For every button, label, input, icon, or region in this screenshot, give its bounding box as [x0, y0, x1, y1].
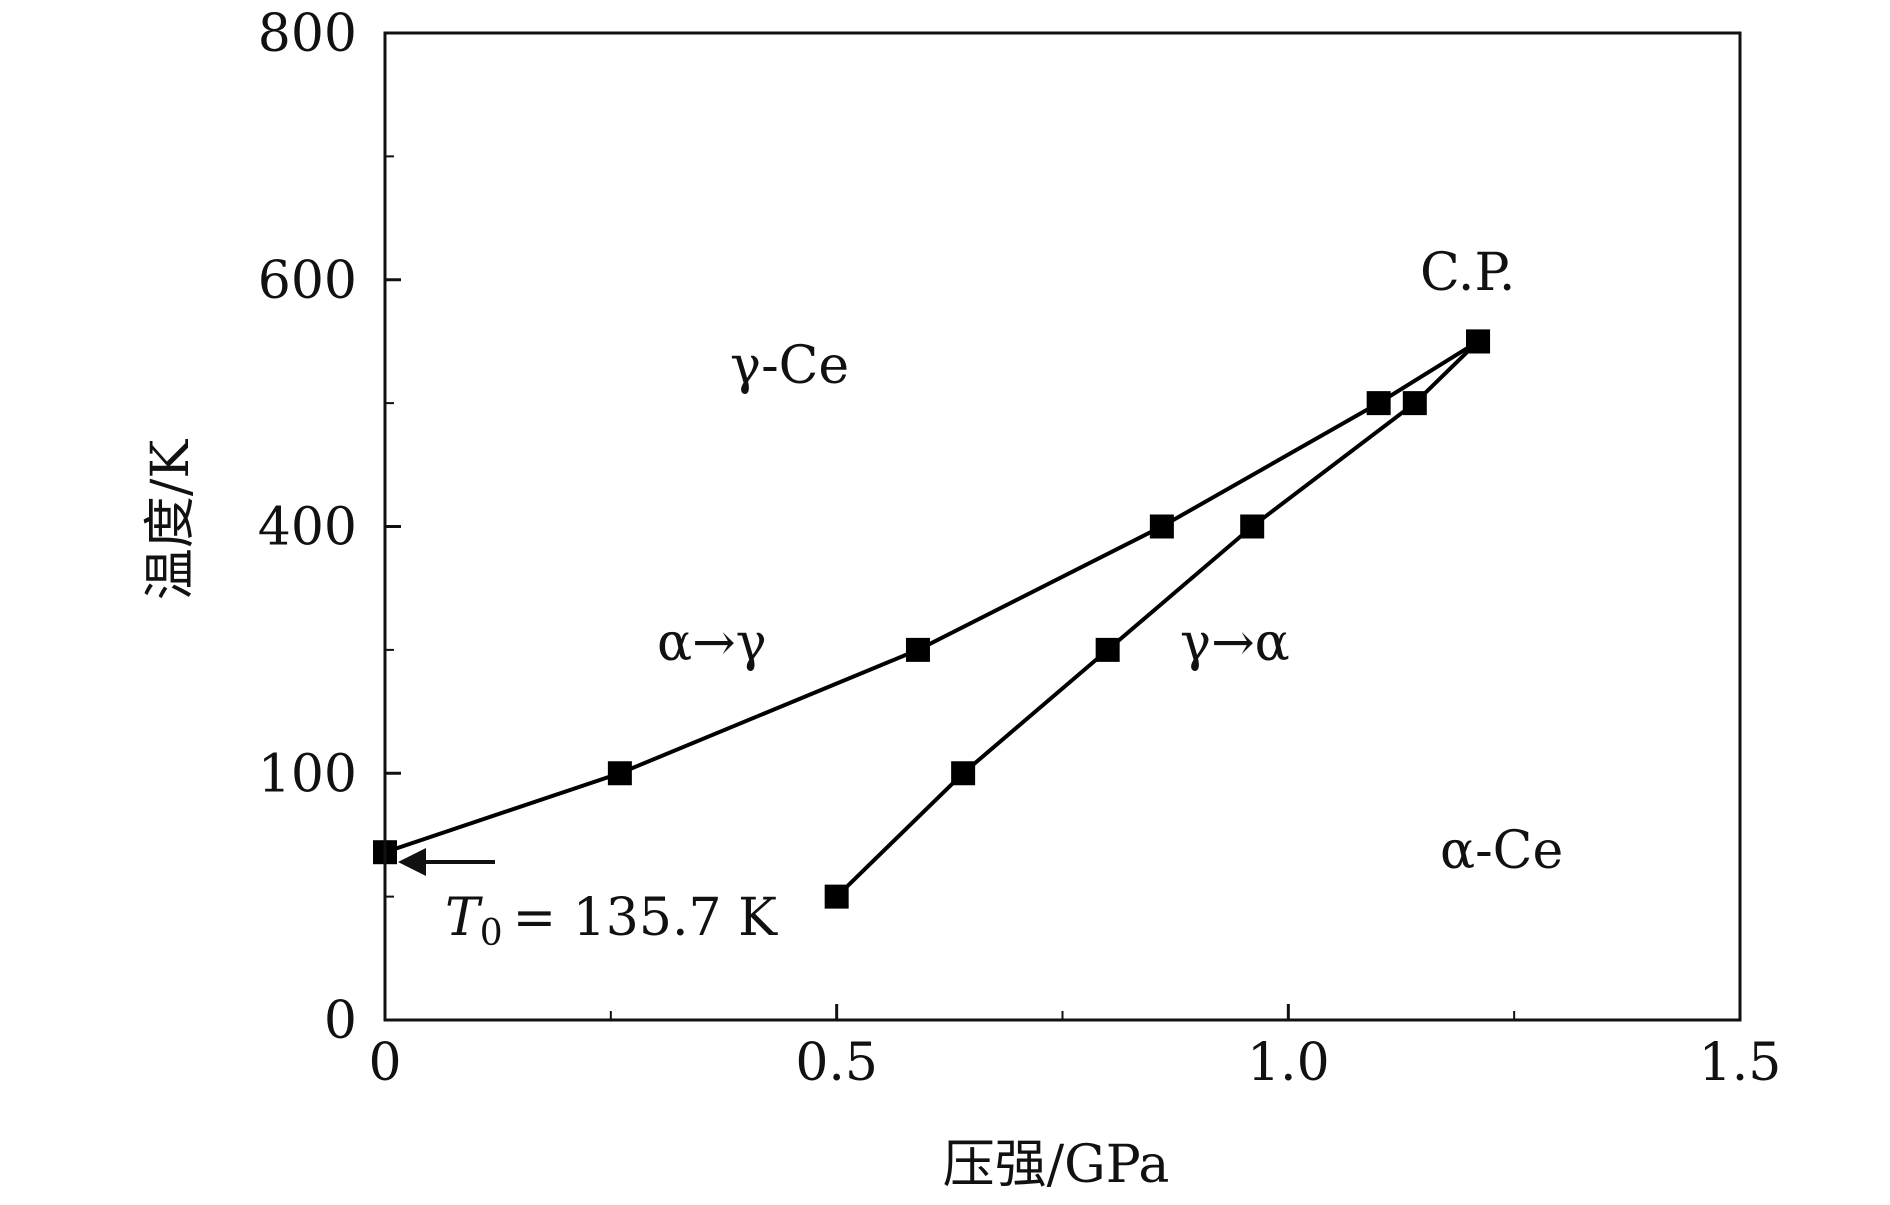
series-1-point-2 — [1095, 637, 1120, 662]
gamma-to-alpha-label: γ→α — [1180, 613, 1290, 673]
y-tick-label-0: 0 — [324, 991, 357, 1051]
series-1-point-1 — [951, 761, 976, 786]
y-tick-label-4: 800 — [258, 4, 357, 64]
y-tick-labels: 0 100 400 600 800 — [258, 4, 357, 1051]
y-tick-label-2: 400 — [258, 498, 357, 558]
y-axis-title: 温度/K — [141, 439, 201, 601]
x-tick-label-3: 1.5 — [1699, 1033, 1782, 1093]
series-1-line — [835, 340, 1480, 899]
series-1-point-4 — [1402, 391, 1427, 416]
y-tick-label-1: 100 — [258, 744, 357, 804]
x-axis-title: 压强/GPa — [943, 1135, 1170, 1195]
series-0-point-2 — [905, 637, 930, 662]
t0-symbol: T — [445, 888, 483, 948]
t0-label: T0 = 135.7 K — [445, 888, 778, 954]
series-0-point-3 — [1149, 514, 1174, 539]
series-1-point-3 — [1240, 514, 1265, 539]
critical-point-label: C.P. — [1420, 243, 1515, 303]
alpha-to-gamma-label: α→γ — [657, 613, 767, 673]
x-tick-label-0: 0 — [368, 1033, 401, 1093]
x-tick-labels: 0 0.5 1.0 1.5 — [368, 1033, 1781, 1093]
series-1-point-5 — [1466, 329, 1491, 354]
series-1-point-0 — [824, 884, 849, 909]
y-tick-label-3: 600 — [258, 251, 357, 311]
t0-arrow-head — [398, 848, 426, 876]
series-0-point-4 — [1366, 391, 1391, 416]
t0-subscript: 0 — [480, 913, 503, 954]
alpha-ce-label: α-Ce — [1440, 821, 1563, 881]
series-markers — [373, 329, 1491, 909]
x-tick-label-1: 0.5 — [795, 1033, 878, 1093]
series-lines — [384, 339, 1480, 899]
series-0-line — [384, 339, 1480, 855]
t0-value: = 135.7 K — [513, 888, 778, 948]
x-tick-label-2: 1.0 — [1247, 1033, 1330, 1093]
plot-frame — [383, 31, 1742, 1022]
series-0-point-1 — [607, 761, 632, 786]
gamma-ce-label: γ-Ce — [730, 336, 849, 396]
